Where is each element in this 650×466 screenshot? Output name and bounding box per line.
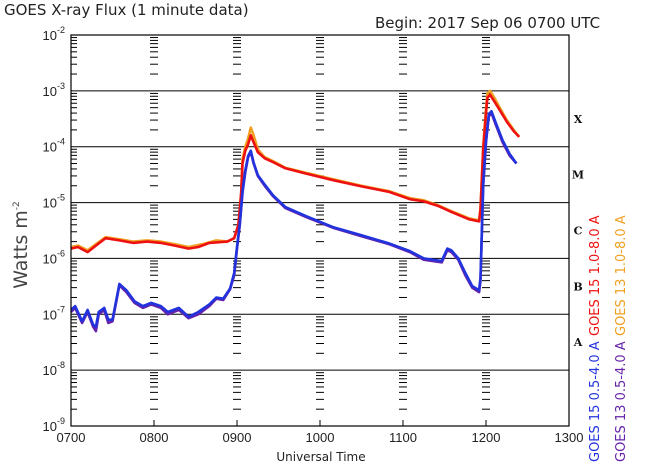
plot-frame: [70, 34, 570, 427]
y-axis-label: Watts m-2: [10, 201, 32, 289]
x-tick-label: 1300: [555, 430, 584, 445]
flare-class-B: B: [573, 280, 582, 293]
y-tick-label: 10-8: [43, 360, 65, 378]
flare-class-C: C: [574, 225, 583, 238]
y-tick-label: 10-3: [43, 81, 65, 99]
plot-grid: [71, 37, 569, 410]
flare-class-labels: A B C M X: [572, 113, 584, 349]
y-tick-label: 10-2: [43, 25, 65, 43]
y-tick-label: 10-9: [43, 416, 65, 434]
flare-class-X: X: [574, 113, 583, 126]
series-line: [70, 111, 518, 333]
legend-goes15-long: GOES 15 1.0-8.0 A: [588, 215, 603, 336]
y-tick-label: 10-7: [43, 304, 65, 322]
x-tick-labels: 0700 0800 0900 1000 1100 1200 1300: [57, 420, 584, 445]
begin-label: Begin: 2017 Sep 06 0700 UTC: [375, 14, 600, 32]
flare-class-M: M: [572, 169, 584, 182]
x-tick-label: 1100: [389, 430, 417, 445]
y-tick-labels: 10-9 10-8 10-7 10-6 10-5 10-4 10-3 10-2: [43, 25, 65, 434]
x-tick-label: 1000: [306, 430, 335, 445]
x-axis-label: Universal Time: [276, 450, 365, 464]
flare-class-A: A: [573, 336, 583, 349]
x-tick-label: 1200: [472, 430, 501, 445]
y-tick-label: 10-4: [43, 137, 65, 155]
legend-goes13-short: GOES 13 0.5-4.0 A: [614, 341, 629, 462]
series-line: [70, 110, 518, 328]
x-tick-label: 0800: [140, 430, 169, 445]
y-tick-label: 10-5: [43, 193, 65, 211]
y-tick-label: 10-6: [43, 248, 65, 266]
x-tick-label: 0900: [223, 430, 252, 445]
x-tick-label: 0700: [57, 430, 86, 445]
legend-goes15-short: GOES 15 0.5-4.0 A: [588, 341, 603, 462]
legend-goes13-long: GOES 13 1.0-8.0 A: [614, 215, 629, 336]
series-line: [70, 93, 521, 254]
data-series: [70, 89, 521, 333]
chart-title: GOES X-ray Flux (1 minute data): [4, 1, 249, 19]
vertical-dashed-markers: [150, 37, 490, 410]
